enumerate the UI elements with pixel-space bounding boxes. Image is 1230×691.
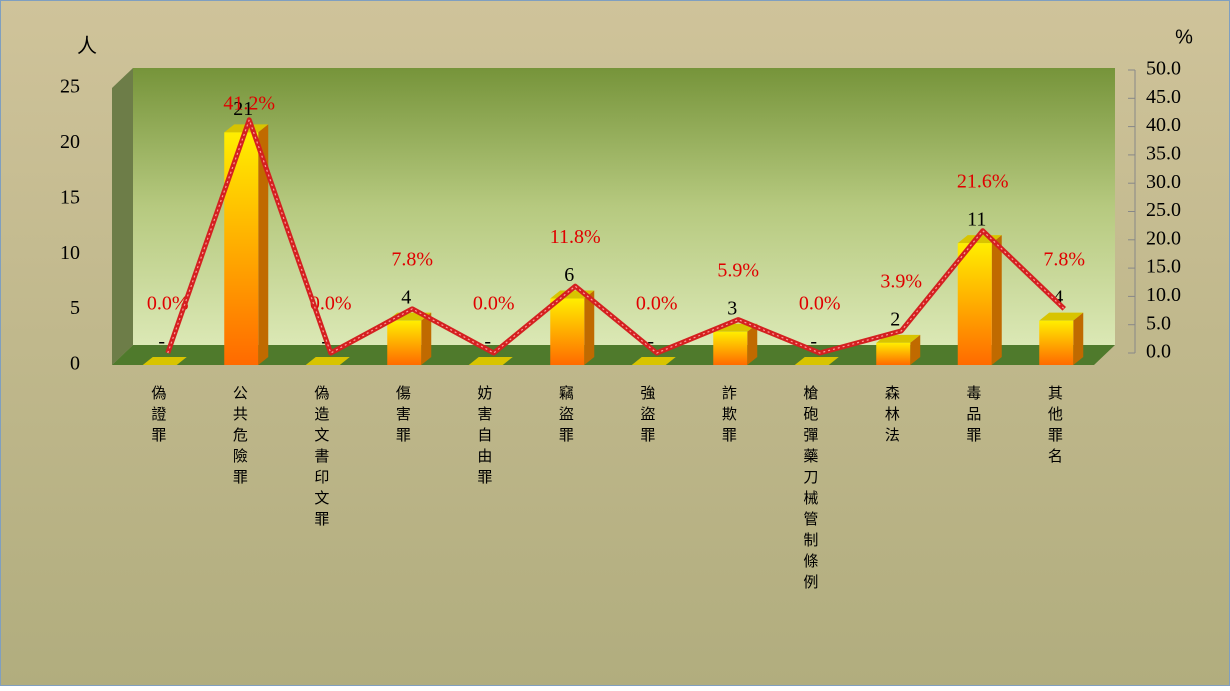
line-value-label: 0.0% (799, 293, 841, 315)
bar-top (142, 357, 187, 365)
line-value-label: 21.6% (957, 171, 1009, 193)
bar-top (794, 357, 839, 365)
bar-value-label: - (810, 331, 817, 353)
x-tick-label: 森林法 (883, 385, 900, 448)
bar-value-label: 4 (401, 286, 411, 308)
y2-tick-label: 20.0 (1146, 227, 1181, 249)
x-tick-label: 傷害罪 (394, 385, 411, 448)
x-tick-label: 竊盜罪 (557, 384, 574, 448)
y2-tick-label: 35.0 (1146, 142, 1181, 164)
back-wall (133, 68, 1115, 345)
line-value-label: 5.9% (717, 259, 759, 281)
x-tick-label: 其他罪名 (1046, 385, 1063, 469)
x-tick-label: 偽證罪 (149, 385, 166, 448)
bar-side (258, 124, 269, 365)
y2-tick-label: 30.0 (1146, 171, 1181, 193)
bar-top (305, 357, 350, 365)
bar-side (421, 312, 432, 365)
y2-tick-label: 5.0 (1146, 312, 1171, 334)
line-value-label: 0.0% (473, 293, 515, 315)
line-value-label: 0.0% (636, 293, 678, 315)
bar (224, 132, 259, 365)
line-value-label: 7.8% (391, 248, 433, 270)
y-tick-label: 25 (60, 76, 80, 98)
side-wall (112, 68, 133, 365)
bar (713, 331, 748, 365)
x-tick-label: 偽造文書印文罪 (312, 385, 329, 532)
y2-tick-label: 40.0 (1146, 114, 1181, 136)
bar-value-label: - (647, 331, 654, 353)
y2-tick-label: 0.0 (1146, 341, 1171, 363)
line-value-label: 41.2% (223, 93, 275, 115)
bar-value-label: 11 (967, 209, 986, 231)
y-tick-label: 15 (60, 186, 80, 208)
bar-side (991, 235, 1002, 365)
y-axis-title: 人 (77, 35, 97, 58)
y-tick-label: 0 (70, 353, 80, 375)
x-tick-label: 強盜罪 (638, 385, 655, 448)
line-value-label: 0.0% (147, 293, 189, 315)
bar (876, 342, 911, 365)
x-tick-label: 公共危險罪 (231, 385, 248, 490)
bar-value-label: 4 (1053, 286, 1063, 308)
bar-value-label: 21 (233, 98, 253, 120)
bar-side (747, 323, 758, 365)
bar-top (468, 357, 513, 365)
bar-value-label: - (484, 331, 491, 353)
x-tick-label: 妨害自由罪 (475, 385, 492, 490)
bar-value-label: 3 (727, 297, 737, 319)
line-value-label: 0.0% (310, 293, 352, 315)
bar-side (584, 290, 595, 365)
bar-side (910, 334, 921, 365)
bar-top (631, 357, 676, 365)
bar (550, 298, 585, 365)
line-series (165, 117, 1066, 356)
y2-tick-label: 50.0 (1146, 58, 1181, 80)
bar (1039, 320, 1074, 365)
bar-value-label: 2 (890, 308, 900, 330)
bar-value-label: 6 (564, 264, 574, 286)
y2-tick-label: 25.0 (1146, 199, 1181, 221)
y-tick-label: 5 (70, 297, 80, 319)
y2-tick-label: 15.0 (1146, 256, 1181, 278)
y2-tick-label: 10.0 (1146, 284, 1181, 306)
bar-side (1073, 312, 1084, 365)
x-tick-label: 槍砲彈藥刀械管制條例 (801, 385, 818, 595)
x-tick-label: 詐欺罪 (720, 385, 737, 448)
y-tick-label: 20 (60, 131, 80, 153)
floor (112, 345, 1115, 365)
y2-axis-title: % (1175, 26, 1193, 48)
x-tick-label: 毒品罪 (964, 385, 981, 448)
bar-value-label: - (158, 331, 165, 353)
bar-top (1039, 312, 1084, 321)
line-value-label: 7.8% (1043, 248, 1085, 270)
y2-tick-label: 45.0 (1146, 86, 1181, 108)
line-value-label: 11.8% (550, 226, 601, 248)
bar (387, 320, 422, 365)
y-tick-label: 10 (60, 242, 80, 264)
line-value-label: 3.9% (880, 270, 922, 292)
bar (957, 243, 992, 365)
